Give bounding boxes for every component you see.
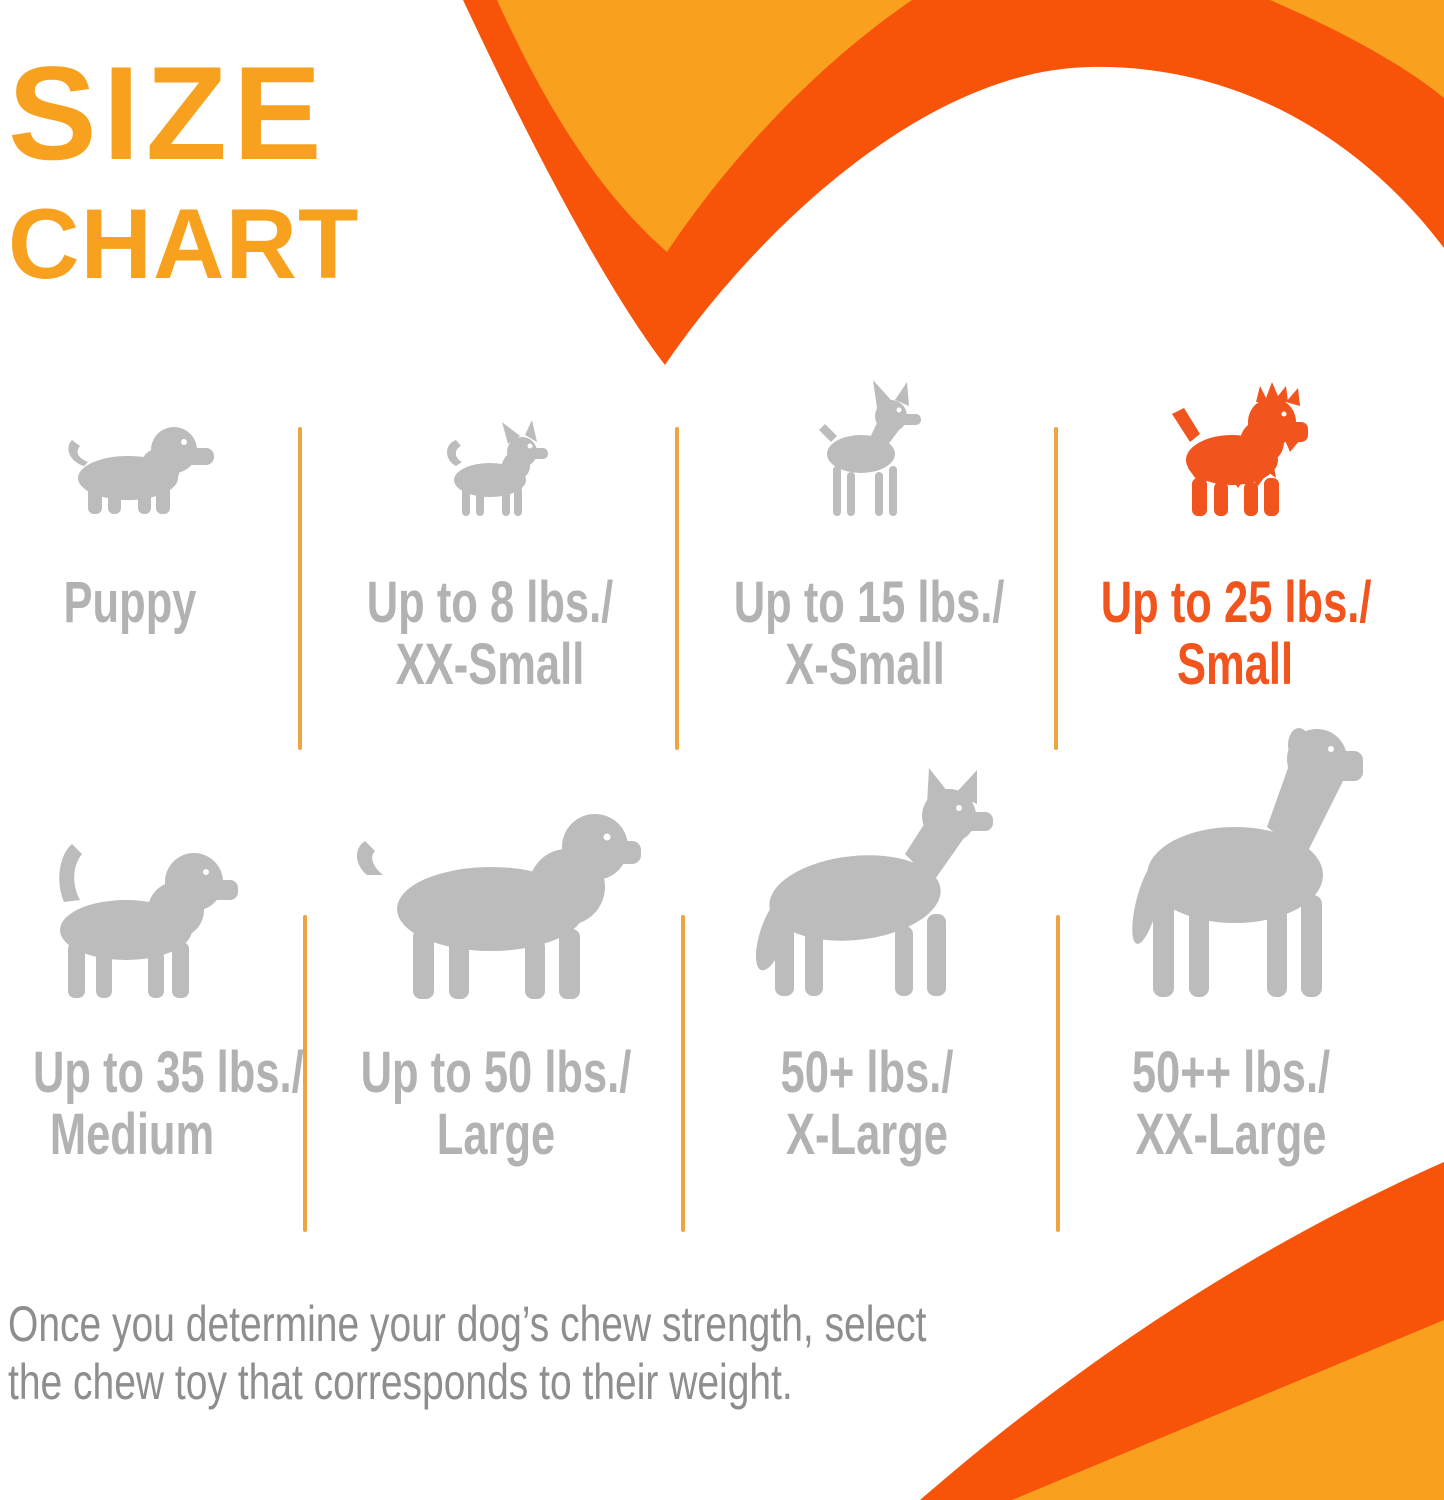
- size-label-line2: Medium: [49, 1102, 215, 1167]
- dog-illustration-zone: [0, 700, 264, 1006]
- size-cell-x-small: Up to 15 lbs./ X-Small: [690, 380, 1040, 696]
- size-label-line2: Large: [436, 1102, 556, 1167]
- dog-illustration-zone: [310, 700, 682, 1006]
- size-label-line2: Small: [1176, 632, 1294, 697]
- size-cell-xx-small: Up to 8 lbs./ XX-Small: [310, 380, 670, 696]
- size-label: 50++ lbs./ XX-Large: [1066, 1042, 1396, 1166]
- size-cell-medium: Up to 35 lbs./ Medium: [0, 700, 304, 1167]
- size-cell-large: Up to 50 lbs./ Large: [310, 700, 682, 1166]
- column-divider: [298, 427, 302, 750]
- miniature-pinscher-silhouette-icon: [819, 380, 921, 516]
- dog-illustration-zone: [690, 380, 1040, 530]
- size-label: Up to 35 lbs./ Medium: [0, 1040, 304, 1167]
- size-cell-x-large: 50+ lbs./ X-Large: [692, 700, 1042, 1166]
- dog-illustration-zone: [1056, 380, 1414, 530]
- size-label-line1: 50+ lbs./: [780, 1040, 954, 1105]
- page-title-line1: SIZE: [8, 40, 328, 188]
- great-dane-silhouette-icon: [1131, 728, 1363, 997]
- dog-illustration-zone: [692, 700, 1042, 1006]
- footer-note-line2: the chew toy that corresponds to their w…: [8, 1354, 793, 1410]
- terrier-silhouette-icon: [1172, 382, 1308, 516]
- page-title: SIZE CHART: [8, 40, 360, 299]
- size-label-line1: Puppy: [63, 570, 197, 635]
- size-label-line2: XX-Large: [1135, 1102, 1327, 1167]
- column-divider: [675, 427, 679, 750]
- size-label-line2: XX-Small: [395, 632, 585, 697]
- top-swoosh-decoration: [463, 0, 1444, 365]
- footer-note-line1: Once you determine your dog’s chew stren…: [8, 1296, 927, 1352]
- size-cell-small: Up to 25 lbs./ Small: [1056, 380, 1414, 696]
- size-label-line1: 50++ lbs./: [1131, 1040, 1331, 1105]
- size-label: Up to 8 lbs./ XX-Small: [310, 572, 670, 696]
- size-label: Up to 15 lbs./ X-Small: [690, 572, 1040, 696]
- labrador-silhouette-icon: [356, 814, 641, 999]
- size-label: 50+ lbs./ X-Large: [692, 1042, 1042, 1166]
- footer-note: Once you determine your dog’s chew stren…: [8, 1295, 1186, 1411]
- column-divider: [1056, 915, 1060, 1232]
- size-label: Up to 50 lbs./ Large: [310, 1042, 682, 1166]
- size-label: Puppy: [10, 572, 250, 634]
- size-label-line1: Up to 8 lbs./: [366, 570, 614, 635]
- beagle-silhouette-icon: [59, 844, 238, 998]
- size-label-line1: Up to 15 lbs./: [733, 570, 1005, 635]
- size-label-line1: Up to 25 lbs./: [1100, 570, 1372, 635]
- size-label: Up to 25 lbs./ Small: [1056, 572, 1414, 696]
- size-label-line2: X-Large: [786, 1102, 948, 1167]
- size-cell-puppy: Puppy: [10, 380, 250, 634]
- german-shepherd-silhouette-icon: [755, 768, 993, 996]
- puppy-silhouette-icon: [68, 427, 214, 514]
- size-cell-xx-large: 50++ lbs./ XX-Large: [1066, 700, 1396, 1166]
- column-divider: [303, 915, 307, 1232]
- dog-illustration-zone: [1066, 700, 1396, 1006]
- size-label-line1: Up to 50 lbs./: [360, 1040, 632, 1105]
- column-divider: [1054, 427, 1058, 750]
- column-divider: [681, 915, 685, 1232]
- dog-illustration-zone: [10, 380, 250, 530]
- dog-illustration-zone: [310, 380, 670, 530]
- size-label-line2: X-Small: [785, 632, 945, 697]
- chihuahua-silhouette-icon: [447, 420, 548, 516]
- page-title-line2: CHART: [8, 188, 360, 299]
- size-label-line1: Up to 35 lbs./: [33, 1040, 304, 1105]
